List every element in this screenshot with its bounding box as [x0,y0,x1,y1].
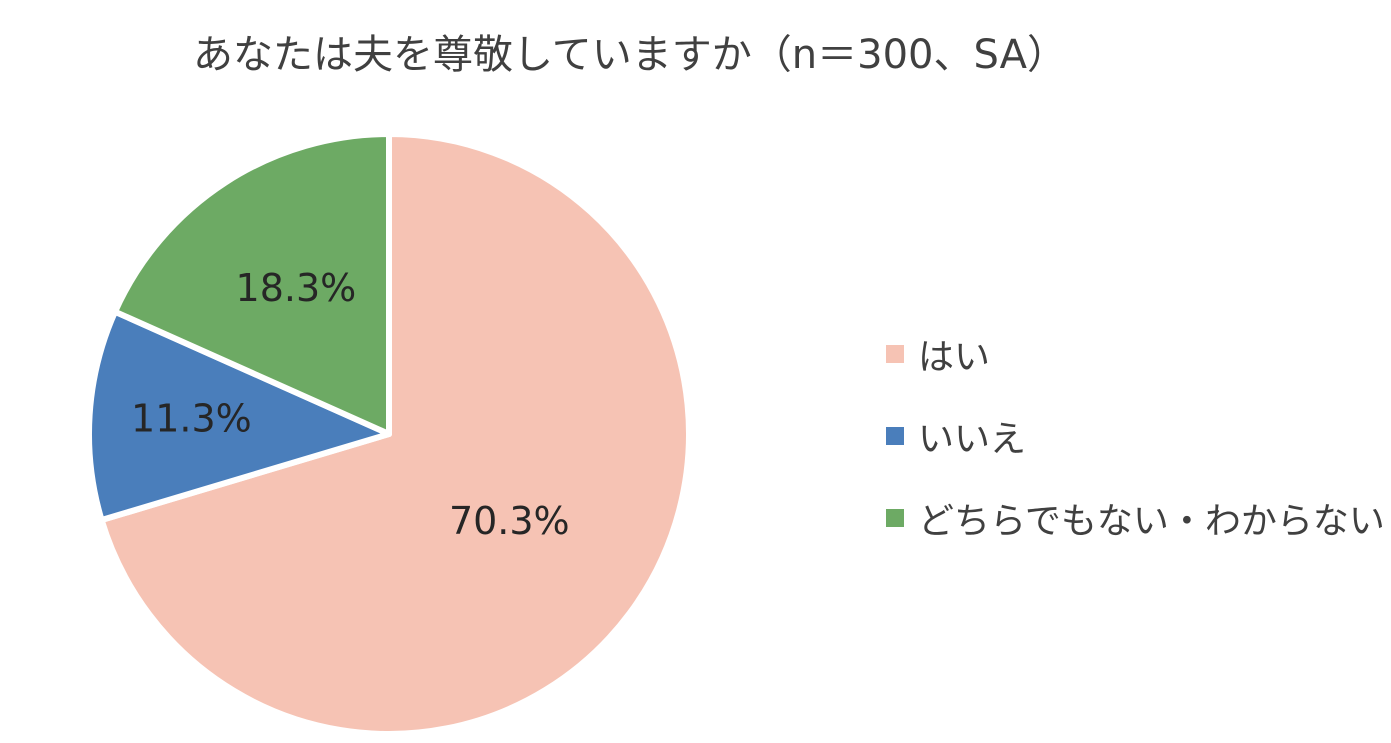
legend: はい いいえ どちらでもない・わからない [886,328,1385,544]
pie-slice-no [86,308,392,524]
legend-label-neither: どちらでもない・わからない [918,501,1385,542]
legend-label-yes: はい [918,337,991,378]
legend-label-no: いいえ [918,419,1027,460]
legend-swatch-no [886,427,904,445]
legend-item-neither: どちらでもない・わからない [886,492,1385,544]
pie-slice-yes [98,131,692,737]
chart-title: あなたは夫を尊敬していますか（n＝300、SA） [193,32,1067,78]
data-label-neither: 18.3% [236,266,357,310]
data-label-yes: 70.3% [449,499,570,543]
pie-slice-neither [112,131,392,437]
legend-item-no: いいえ [886,410,1385,462]
legend-item-yes: はい [886,328,1385,380]
data-label-no: 11.3% [131,397,252,441]
legend-swatch-neither [886,509,904,527]
legend-swatch-yes [886,345,904,363]
